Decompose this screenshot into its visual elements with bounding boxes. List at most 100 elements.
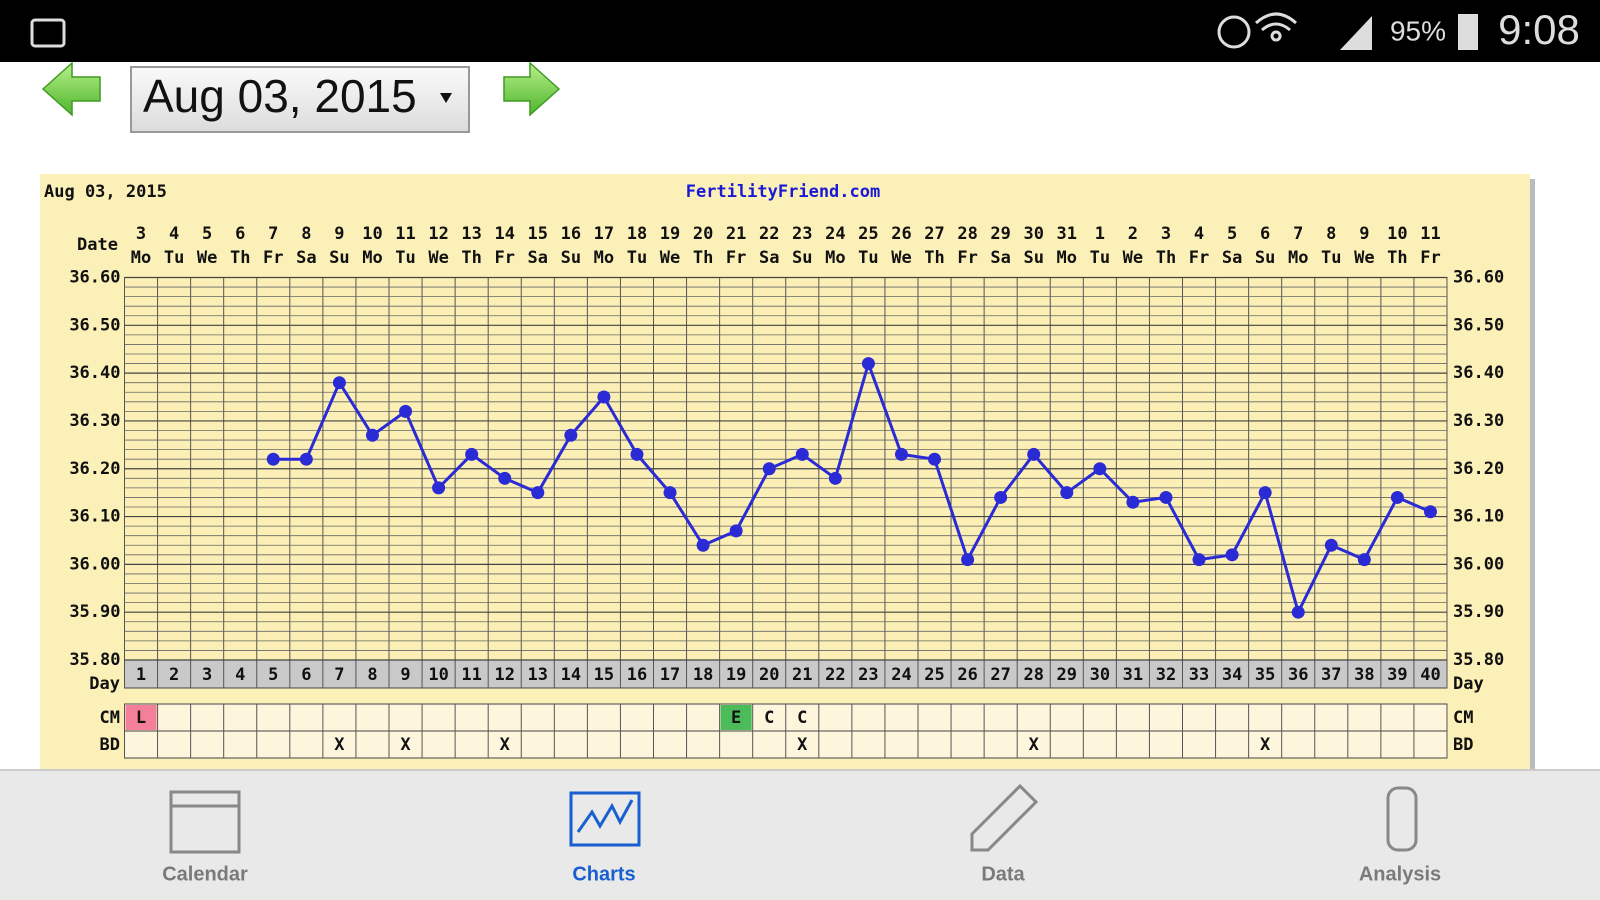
charts-icon-line	[576, 799, 634, 833]
date-number: 2	[1128, 224, 1138, 244]
date-number: 7	[1293, 224, 1303, 244]
next-arrow[interactable]	[503, 61, 561, 117]
bd-mark: X	[500, 735, 511, 755]
date-number: 5	[1227, 224, 1237, 244]
weekday: Fr	[494, 248, 514, 268]
weekday: Th	[924, 248, 944, 268]
date-number: 22	[759, 224, 779, 244]
day-number: 40	[1420, 665, 1440, 685]
day-number: 4	[235, 665, 245, 685]
temperature-point	[399, 404, 413, 418]
cm-code: E	[731, 708, 741, 728]
temperature-point	[762, 462, 776, 476]
temperature-point	[365, 428, 379, 442]
weekday: Tu	[858, 248, 878, 268]
temperature-point	[928, 452, 942, 466]
weekday: Th	[1156, 248, 1176, 268]
weekday: Mo	[131, 248, 151, 268]
weekday: Mo	[1057, 248, 1077, 268]
temperature-point	[1390, 490, 1404, 504]
date-number: 3	[1161, 224, 1171, 244]
y-tick-label: 35.80	[69, 650, 120, 670]
day-number: 15	[594, 665, 614, 685]
day-number: 20	[759, 665, 779, 685]
bd-row-label: BD	[100, 735, 120, 755]
day-number: 37	[1321, 665, 1341, 685]
temperature-point	[1027, 447, 1041, 461]
weekday: Tu	[164, 248, 184, 268]
temperature-point	[994, 490, 1008, 504]
weekday: Su	[561, 248, 581, 268]
status-icons	[30, 12, 1298, 49]
date-number: 31	[1057, 224, 1077, 244]
nav-label[interactable]: Calendar	[162, 863, 248, 885]
day-number: 33	[1189, 665, 1209, 685]
prev-arrow[interactable]	[41, 61, 101, 117]
weekday: Fr	[263, 248, 283, 268]
day-number: 36	[1288, 665, 1308, 685]
date-number: 16	[561, 224, 581, 244]
bd-mark: X	[797, 735, 808, 755]
cm-code: C	[764, 708, 774, 728]
temperature-point	[498, 471, 512, 485]
weekday: Su	[1255, 248, 1275, 268]
date-dropdown[interactable]	[130, 66, 470, 133]
cm-code: L	[136, 708, 146, 728]
status-bar	[0, 0, 1600, 62]
date-number: 14	[494, 224, 514, 244]
day-number: 35	[1255, 665, 1275, 685]
date-number: 8	[1326, 224, 1336, 244]
battery-icon	[1458, 14, 1478, 50]
date-number: 12	[428, 224, 448, 244]
bd-mark: X	[1260, 735, 1271, 755]
date-number: 8	[301, 224, 311, 244]
day-number: 2	[169, 665, 179, 685]
day-number: 30	[1090, 665, 1110, 685]
temperature-line	[273, 358, 1432, 617]
day-number: 38	[1354, 665, 1374, 685]
date-number: 26	[891, 224, 911, 244]
weekday: Sa	[759, 248, 779, 268]
day-row-label: Day	[1453, 674, 1484, 694]
date-number: 5	[202, 224, 212, 244]
weekday: Th	[1387, 248, 1407, 268]
temperature-point	[1258, 486, 1272, 500]
battery-text: 95%	[1390, 15, 1446, 46]
nav-label[interactable]: Charts	[572, 863, 635, 885]
date-number: 11	[395, 224, 415, 244]
nav-label[interactable]: Analysis	[1359, 863, 1441, 885]
weekday: We	[428, 248, 448, 268]
day-number: 7	[334, 665, 344, 685]
nav-label[interactable]: Data	[981, 863, 1025, 885]
date-number: 6	[235, 224, 245, 244]
date-number: 20	[693, 224, 713, 244]
date-number: 30	[1023, 224, 1043, 244]
day-number: 27	[990, 665, 1010, 685]
weekday: Mo	[362, 248, 382, 268]
weekday: Th	[693, 248, 713, 268]
day-number: 11	[461, 665, 481, 685]
day-number: 25	[924, 665, 944, 685]
y2-tick-label: 36.10	[1453, 507, 1504, 527]
date-number: 4	[169, 224, 179, 244]
temperature-point	[465, 447, 479, 461]
y-tick-label: 36.30	[69, 411, 120, 431]
date-number: 21	[726, 224, 746, 244]
weekday: Tu	[627, 248, 647, 268]
temperature-point	[663, 486, 677, 500]
bd-mark: X	[1029, 735, 1040, 755]
day-number: 32	[1156, 665, 1176, 685]
bottom-nav	[0, 770, 1600, 900]
temperature-point	[1060, 486, 1074, 500]
y2-tick-label: 36.60	[1453, 268, 1504, 288]
date-row-label: Date	[77, 235, 118, 255]
date-number: 1	[1095, 224, 1105, 244]
date-number: 7	[268, 224, 278, 244]
date-number: 9	[334, 224, 344, 244]
day-number: 34	[1222, 665, 1242, 685]
cm-cell	[720, 705, 752, 730]
temperature-point	[597, 390, 611, 404]
weekday: Th	[230, 248, 250, 268]
temperature-point	[531, 486, 545, 500]
